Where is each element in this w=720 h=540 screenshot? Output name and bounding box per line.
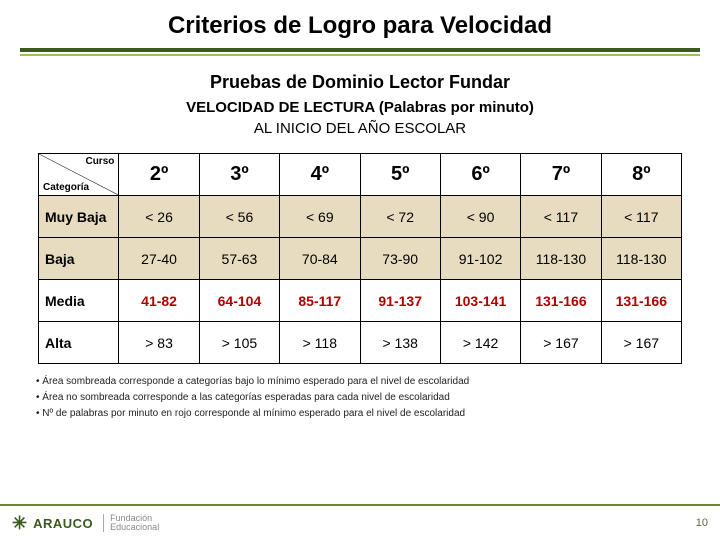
data-cell: 64-104 <box>199 280 279 322</box>
table-row: Muy Baja< 26< 56< 69< 72< 90< 117< 117 <box>39 196 682 238</box>
page-number: 10 <box>696 517 708 529</box>
logo-subtext: Fundación Educacional <box>103 514 159 532</box>
title-rule <box>0 48 720 56</box>
data-cell: > 138 <box>360 322 440 364</box>
data-cell: > 118 <box>280 322 360 364</box>
data-cell: < 56 <box>199 196 279 238</box>
data-cell: 41-82 <box>119 280 199 322</box>
header-row: Curso Categoría 2º 3º 4º 5º 6º 7º 8º <box>39 154 682 196</box>
data-cell: 27-40 <box>119 238 199 280</box>
data-cell: 131-166 <box>521 280 601 322</box>
data-cell: > 167 <box>601 322 681 364</box>
grade-header: 8º <box>601 154 681 196</box>
data-cell: 91-102 <box>440 238 520 280</box>
logo-brand: ARAUCO <box>33 516 93 531</box>
data-cell: > 83 <box>119 322 199 364</box>
data-cell: 103-141 <box>440 280 520 322</box>
data-cell: 131-166 <box>601 280 681 322</box>
data-cell: < 72 <box>360 196 440 238</box>
grade-header: 2º <box>119 154 199 196</box>
grade-header: 4º <box>280 154 360 196</box>
footnote-item: Nº de palabras por minuto en rojo corres… <box>36 406 684 422</box>
table-container: Curso Categoría 2º 3º 4º 5º 6º 7º 8º Muy… <box>0 153 720 364</box>
subtitle-2: VELOCIDAD DE LECTURA (Palabras por minut… <box>0 99 720 116</box>
subtitle-3: AL INICIO DEL AÑO ESCOLAR <box>0 120 720 137</box>
logo-icon: ✳ <box>12 513 27 534</box>
footnote-item: Área no sombreada corresponde a las cate… <box>36 390 684 406</box>
footnote-item: Área sombreada corresponde a categorías … <box>36 374 684 390</box>
data-cell: 57-63 <box>199 238 279 280</box>
data-cell: < 69 <box>280 196 360 238</box>
row-label: Alta <box>39 322 119 364</box>
subtitle-1: Pruebas de Dominio Lector Fundar <box>0 72 720 93</box>
data-cell: 118-130 <box>521 238 601 280</box>
table-row: Baja27-4057-6370-8473-9091-102118-130118… <box>39 238 682 280</box>
speed-table: Curso Categoría 2º 3º 4º 5º 6º 7º 8º Muy… <box>38 153 682 364</box>
table-row: Media41-8264-10485-11791-137103-141131-1… <box>39 280 682 322</box>
data-cell: > 142 <box>440 322 520 364</box>
row-label: Baja <box>39 238 119 280</box>
grade-header: 7º <box>521 154 601 196</box>
data-cell: 73-90 <box>360 238 440 280</box>
corner-top-label: Curso <box>85 156 114 167</box>
corner-cell: Curso Categoría <box>39 154 119 196</box>
corner-bottom-label: Categoría <box>43 182 89 193</box>
grade-header: 3º <box>199 154 279 196</box>
row-label: Media <box>39 280 119 322</box>
slide-title: Criterios de Logro para Velocidad <box>0 0 720 40</box>
table-row: Alta> 83> 105> 118> 138> 142> 167> 167 <box>39 322 682 364</box>
data-cell: 70-84 <box>280 238 360 280</box>
data-cell: 118-130 <box>601 238 681 280</box>
data-cell: > 105 <box>199 322 279 364</box>
data-cell: > 167 <box>521 322 601 364</box>
footer: ✳ ARAUCO Fundación Educacional 10 <box>0 506 720 540</box>
row-label: Muy Baja <box>39 196 119 238</box>
grade-header: 6º <box>440 154 520 196</box>
data-cell: 85-117 <box>280 280 360 322</box>
data-cell: < 117 <box>601 196 681 238</box>
data-cell: < 90 <box>440 196 520 238</box>
data-cell: < 26 <box>119 196 199 238</box>
slide: Criterios de Logro para Velocidad Prueba… <box>0 0 720 540</box>
data-cell: 91-137 <box>360 280 440 322</box>
grade-header: 5º <box>360 154 440 196</box>
logo: ✳ ARAUCO Fundación Educacional <box>12 513 159 534</box>
footnotes: Área sombreada corresponde a categorías … <box>0 374 720 422</box>
data-cell: < 117 <box>521 196 601 238</box>
